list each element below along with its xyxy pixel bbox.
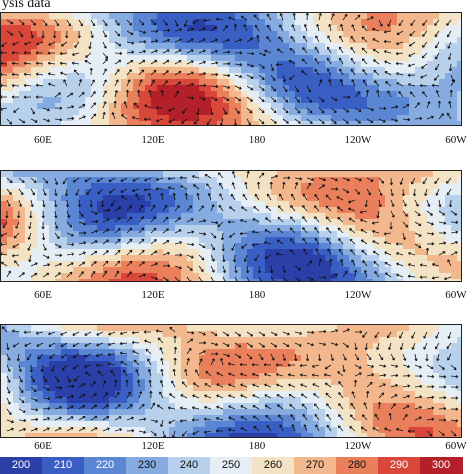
longitude-axis-top: 60E 120E 180 120W 60W [0,134,474,150]
colorbar-tick-label: 220 [95,459,115,471]
map-field-bottom [1,325,461,437]
lon-label-180: 180 [248,440,266,452]
map-panel-middle [0,170,462,282]
colorbar-tick-label: 300 [431,459,451,471]
map-panel-bottom [0,324,462,438]
lon-label-60e: 60E [34,289,52,301]
colorbar-swatch [336,457,379,474]
colorbar-swatch [252,457,295,474]
colorbar-swatch [84,457,127,474]
colorbar: 200 210 220 230 240 250 260 270 280 290 300 [0,457,463,474]
colorbar-tick-label: 200 [11,459,31,471]
colorbar-tick-label: 270 [305,459,325,471]
colorbar-swatch [420,457,463,474]
lon-label-120w: 120W [344,289,372,301]
longitude-axis-middle: 60E 120E 180 120W 60W [0,289,474,305]
lon-label-120e: 120E [141,134,165,146]
lon-label-120w: 120W [344,440,372,452]
lon-label-120e: 120E [141,440,165,452]
colorbar-swatch [294,457,337,474]
lon-label-180: 180 [248,134,266,146]
colorbar-tick-label: 290 [389,459,409,471]
colorbar-tick-label: 230 [137,459,157,471]
colorbar-swatch [210,457,253,474]
colorbar-swatch [378,457,421,474]
lon-label-120e: 120E [141,289,165,301]
lon-label-180: 180 [248,289,266,301]
colorbar-tick-label: 260 [263,459,283,471]
map-field-top [1,13,461,125]
lon-label-60w: 60W [445,289,467,301]
page-title: ysis data [2,0,51,11]
lon-label-60w: 60W [445,440,467,452]
colorbar-tick-label: 240 [179,459,199,471]
longitude-axis-bottom: 60E 120E 180 120W 60W [0,440,474,456]
lon-label-60w: 60W [445,134,467,146]
map-field-middle [1,171,461,281]
colorbar-swatch [126,457,169,474]
colorbar-tick-label: 250 [221,459,241,471]
colorbar-swatch [0,457,43,474]
colorbar-tick-label: 280 [347,459,367,471]
lon-label-60e: 60E [34,440,52,452]
colorbar-swatch [42,457,85,474]
lon-label-60e: 60E [34,134,52,146]
map-panel-top [0,12,462,126]
colorbar-tick-label: 210 [53,459,73,471]
lon-label-120w: 120W [344,134,372,146]
colorbar-swatch [168,457,211,474]
